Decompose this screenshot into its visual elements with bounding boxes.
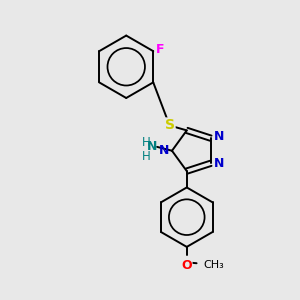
Text: CH₃: CH₃ [203, 260, 224, 270]
Text: O: O [182, 260, 192, 272]
Text: N: N [147, 140, 157, 153]
Text: N: N [159, 144, 170, 157]
Text: F: F [156, 43, 165, 56]
Text: N: N [214, 157, 225, 170]
Text: N: N [214, 130, 225, 143]
Text: S: S [165, 118, 175, 133]
Text: H
H: H H [142, 136, 151, 163]
